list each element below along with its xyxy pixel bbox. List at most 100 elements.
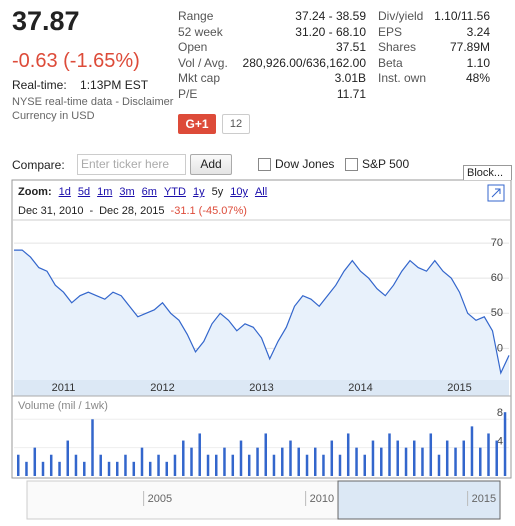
x-tick-label: 2015 bbox=[447, 382, 471, 394]
zoom-option[interactable]: YTD bbox=[163, 186, 186, 198]
index-option[interactable]: Dow Jones bbox=[258, 157, 334, 171]
stat-value: 48% bbox=[465, 71, 490, 85]
checkbox[interactable] bbox=[258, 157, 271, 171]
x-tick-label: 2011 bbox=[52, 382, 76, 394]
volume-bar bbox=[140, 447, 144, 476]
range-start: Dec 31, 2010 bbox=[18, 205, 84, 217]
volume-bar bbox=[190, 447, 193, 476]
zoom-option[interactable]: 5y bbox=[211, 186, 224, 198]
volume-bar bbox=[33, 447, 37, 476]
x-tick-label: 2012 bbox=[150, 382, 174, 394]
volume-bar bbox=[479, 447, 482, 476]
stat-value: 37.51 bbox=[335, 40, 366, 54]
volume-bar bbox=[25, 461, 28, 476]
realtime-time: 1:13PM EST bbox=[80, 78, 149, 92]
zoom-option[interactable]: 5d bbox=[77, 186, 91, 198]
y-tick-label: 60 bbox=[491, 272, 503, 284]
source: NYSE real-time data - Disclaimer bbox=[12, 96, 173, 108]
volume-bar bbox=[380, 447, 383, 476]
volume-bar bbox=[272, 454, 276, 476]
volume-bar bbox=[165, 461, 168, 476]
volume-bar bbox=[330, 440, 334, 476]
stat-row: Open 37.51 bbox=[178, 40, 366, 56]
tab[interactable]: Block... bbox=[463, 165, 512, 180]
source-text: NYSE real-time data - bbox=[12, 96, 123, 108]
disclaimer-link[interactable]: Disclaimer bbox=[122, 96, 174, 108]
stat-row: P/E 11.71 bbox=[178, 87, 366, 103]
zoom-option[interactable]: 1d bbox=[58, 186, 71, 198]
zoom-label: Zoom: bbox=[18, 186, 52, 198]
index-name: S&P 500 bbox=[362, 157, 410, 171]
stat-row: EPS 3.24 bbox=[378, 25, 490, 41]
stat-row: Vol / Avg. 280,926.00/636,162.00 bbox=[178, 56, 366, 72]
volume-bar bbox=[355, 447, 358, 476]
volume-bar bbox=[429, 433, 433, 476]
volume-bar bbox=[413, 440, 416, 476]
stat-value: 1.10/11.56 bbox=[434, 9, 490, 23]
stat-label: Inst. own bbox=[378, 71, 427, 85]
range-end: Dec 28, 2015 bbox=[99, 205, 165, 217]
navigator-label: 2010 bbox=[310, 493, 334, 505]
volume-bar bbox=[182, 440, 185, 476]
y-tick-label: 8 bbox=[497, 407, 503, 419]
expand-arrow bbox=[491, 188, 501, 198]
volume-bar bbox=[495, 440, 498, 476]
volume-bar bbox=[297, 447, 300, 476]
volume-bar bbox=[206, 454, 210, 476]
volume-title: Volume (mil / 1wk) bbox=[18, 400, 108, 412]
realtime: Real-time: 1:13PM EST bbox=[12, 78, 148, 92]
stat-row: 52 week 31.20 - 68.10 bbox=[178, 25, 366, 41]
volume-bar bbox=[314, 447, 317, 476]
stat-label: Mkt cap bbox=[178, 71, 221, 85]
volume-bar bbox=[157, 454, 160, 476]
zoom-option[interactable]: All bbox=[254, 186, 268, 198]
x-tick-label: 2014 bbox=[348, 382, 372, 394]
volume-bar bbox=[58, 461, 61, 476]
stat-value: 3.24 bbox=[466, 24, 490, 39]
y-tick-label: 70 bbox=[491, 237, 503, 249]
index-option[interactable]: S&P 500 bbox=[345, 157, 409, 171]
stat-label: Range bbox=[178, 9, 214, 23]
volume-bar bbox=[470, 426, 474, 476]
stat-label: Open bbox=[178, 40, 208, 54]
y-tick-label: 50 bbox=[491, 307, 503, 319]
volume-bar bbox=[148, 461, 152, 476]
add-button[interactable]: Add bbox=[190, 154, 232, 175]
volume-bar bbox=[231, 454, 235, 476]
volume-bar bbox=[215, 454, 218, 476]
stat-row: Range 37.24 - 38.59 bbox=[178, 9, 366, 25]
stat-label: EPS bbox=[378, 24, 403, 39]
checkbox[interactable] bbox=[345, 157, 358, 171]
volume-bar bbox=[83, 461, 86, 476]
volume-bar bbox=[503, 412, 507, 476]
index-name: Dow Jones bbox=[275, 157, 335, 171]
volume-bar bbox=[396, 440, 399, 476]
volume-bar bbox=[49, 454, 53, 476]
compare-label: Compare: bbox=[12, 158, 65, 172]
volume-bar bbox=[198, 433, 201, 476]
volume-bar bbox=[99, 454, 102, 476]
zoom-option[interactable]: 3m bbox=[119, 186, 135, 198]
compare-input[interactable]: Enter ticker here bbox=[77, 154, 186, 175]
stats-right: Div/yield 1.10/11.56 EPS 3.24 Shares 77.89M Be… bbox=[378, 9, 490, 87]
gplus-button[interactable]: G+1 bbox=[178, 114, 216, 134]
x-tick-label: 2013 bbox=[249, 382, 273, 394]
stat-label: Beta bbox=[378, 55, 403, 70]
volume-bar bbox=[388, 433, 391, 476]
stat-label: Vol / Avg. bbox=[178, 55, 228, 70]
zoom-option[interactable]: 1m bbox=[97, 186, 113, 198]
stats-left: Range 37.24 - 38.59 52 week 31.20 - 68.10 Op… bbox=[178, 9, 366, 102]
volume-bar bbox=[91, 419, 94, 476]
stat-value: 280,926.00/636,162.00 bbox=[242, 55, 366, 70]
y-tick-label: 4 bbox=[497, 436, 503, 448]
stat-row: Shares 77.89M bbox=[378, 40, 490, 56]
volume-bar bbox=[363, 454, 366, 476]
zoom-bar: Zoom: 1d 5d 1m 3m 6m YTD 1y 5y 10y All bbox=[18, 186, 267, 198]
range-sep: - bbox=[89, 205, 94, 217]
zoom-option[interactable]: 10y bbox=[230, 186, 248, 198]
zoom-option[interactable]: 1y bbox=[192, 186, 205, 198]
zoom-option[interactable]: 6m bbox=[141, 186, 157, 198]
volume-bar bbox=[322, 454, 325, 476]
